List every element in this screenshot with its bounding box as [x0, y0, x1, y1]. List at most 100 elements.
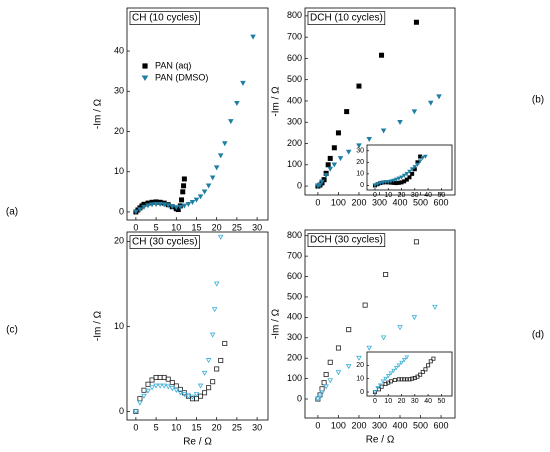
marker-triangle	[197, 194, 204, 200]
x-tick-label: 50	[437, 398, 445, 405]
x-axis-label: Re / Ω	[366, 435, 395, 446]
marker-triangle	[177, 204, 184, 210]
marker-triangle	[181, 392, 188, 398]
y-tick-label: 700	[287, 32, 302, 42]
marker-triangle	[165, 203, 171, 209]
y-tick-label: 10	[356, 171, 364, 178]
x-tick-label: 30	[252, 422, 262, 432]
x-tick-label: 300	[372, 197, 387, 207]
marker-square	[407, 377, 412, 382]
marker-triangle	[217, 234, 224, 240]
marker-triangle	[319, 179, 325, 185]
y-tick-label: 800	[287, 10, 302, 20]
panel-label: (a)	[6, 207, 18, 218]
x-tick-label: 400	[392, 197, 407, 207]
marker-triangle	[145, 203, 151, 209]
marker-square	[325, 162, 331, 168]
marker-triangle	[411, 109, 418, 115]
x-tick-label: 20	[212, 422, 222, 432]
marker-square	[431, 356, 436, 361]
panel-title: DCH (10 cycles)	[310, 13, 383, 24]
marker-square	[214, 366, 220, 372]
x-tick-label: 600	[434, 197, 449, 207]
marker-square	[179, 197, 185, 203]
x-tick-label: 600	[434, 420, 449, 430]
panel-label: (d)	[532, 330, 544, 341]
marker-triangle	[417, 159, 423, 164]
marker-triangle	[366, 345, 373, 351]
marker-triangle	[391, 178, 396, 183]
marker-triangle	[383, 376, 388, 381]
x-tick-label: 10	[171, 422, 181, 432]
marker-square	[210, 379, 216, 385]
marker-square	[428, 359, 433, 364]
marker-triangle	[432, 304, 438, 310]
y-axis-label: -Im / Ω	[93, 310, 104, 341]
title-box	[129, 235, 200, 249]
x-tick-label: 0	[315, 420, 320, 430]
marker-triangle	[375, 182, 380, 187]
marker-triangle	[234, 101, 240, 107]
marker-square	[335, 130, 341, 136]
y-tick-label: 0	[360, 389, 364, 396]
marker-triangle	[409, 167, 415, 172]
marker-triangle	[327, 378, 334, 384]
marker-square	[335, 345, 341, 351]
x-tick-label: 10	[384, 192, 392, 199]
marker-triangle	[161, 383, 167, 389]
x-tick-label: 20	[398, 398, 406, 405]
x-tick-label: 0	[133, 422, 138, 432]
y-tick-label: 20	[356, 362, 364, 369]
x-tick-label: 0	[133, 222, 138, 232]
marker-square	[344, 109, 350, 115]
marker-triangle	[375, 386, 380, 391]
x-tick-label: 5	[154, 422, 159, 432]
x-tick-label: 10	[384, 398, 392, 405]
marker-triangle	[228, 119, 234, 125]
x-tick-label: 30	[252, 222, 262, 232]
marker-triangle	[404, 172, 410, 177]
marker-triangle	[157, 202, 163, 208]
marker-triangle	[209, 332, 216, 338]
x-tick-label: 10	[171, 222, 181, 232]
marker-triangle	[399, 360, 404, 365]
marker-triangle	[323, 173, 329, 179]
marker-square	[327, 155, 333, 161]
x-tick-label: 200	[351, 420, 366, 430]
x-tick-label: 40	[424, 192, 432, 199]
y-tick-label: 300	[287, 332, 302, 342]
marker-triangle	[209, 175, 216, 181]
marker-square	[165, 376, 171, 382]
marker-triangle	[327, 166, 334, 172]
marker-triangle	[153, 202, 159, 208]
legend-marker	[141, 75, 149, 81]
marker-triangle	[420, 155, 426, 160]
marker-triangle	[205, 183, 212, 189]
y-axis-label: -Im / Ω	[271, 308, 282, 339]
marker-triangle	[141, 393, 147, 399]
marker-square	[149, 377, 155, 383]
marker-square	[327, 359, 333, 365]
plot-frame	[126, 7, 269, 221]
marker-triangle	[399, 175, 404, 180]
marker-square	[198, 393, 204, 399]
y-tick-label: 100	[287, 159, 302, 169]
y-tick-label: 20	[114, 126, 124, 136]
marker-triangle	[356, 143, 362, 149]
marker-square	[323, 372, 329, 378]
marker-triangle	[250, 34, 256, 40]
y-tick-label: 20	[114, 236, 124, 246]
marker-triangle	[157, 383, 163, 389]
y-tick-label: 700	[287, 251, 302, 261]
marker-triangle	[213, 165, 220, 171]
marker-triangle	[385, 180, 391, 185]
x-tick-label: 100	[331, 420, 346, 430]
plot-frame	[366, 351, 453, 397]
marker-triangle	[404, 355, 410, 360]
marker-triangle	[388, 179, 394, 184]
panel-title: DCH (30 cycles)	[310, 235, 383, 246]
marker-triangle	[415, 162, 420, 167]
marker-triangle	[149, 202, 155, 208]
marker-triangle	[173, 205, 180, 211]
y-tick-label: 0	[119, 406, 124, 416]
